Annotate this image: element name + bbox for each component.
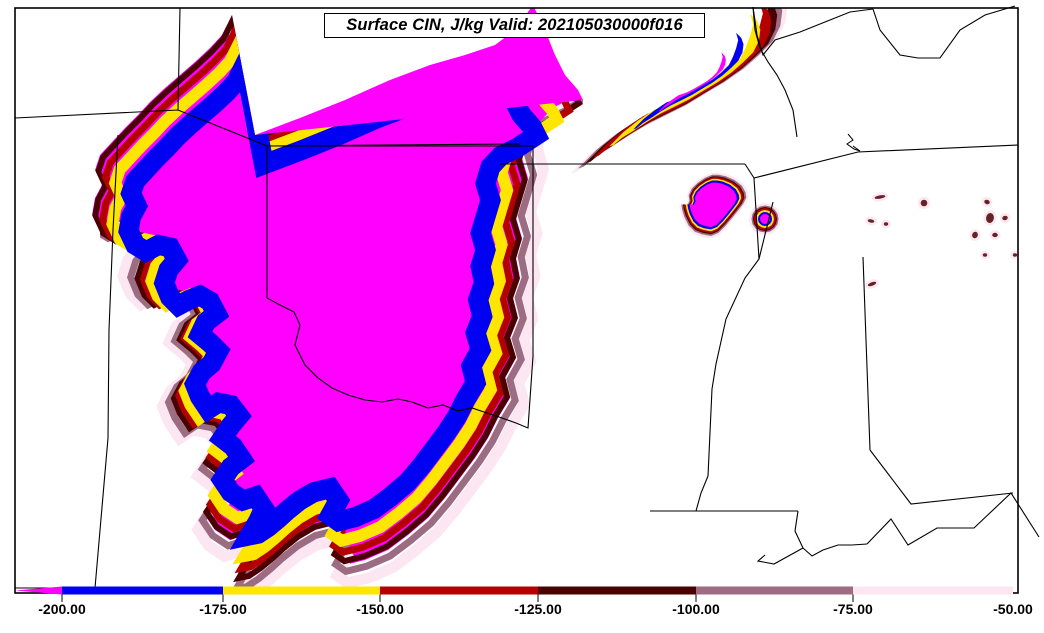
svg-text:-100.00: -100.00 <box>672 601 720 617</box>
svg-text:-75.00: -75.00 <box>833 601 873 617</box>
svg-text:-175.00: -175.00 <box>199 601 247 617</box>
svg-text:-200.00: -200.00 <box>38 601 86 617</box>
svg-text:-125.00: -125.00 <box>514 601 562 617</box>
svg-text:-150.00: -150.00 <box>356 601 404 617</box>
svg-text:-50.00: -50.00 <box>993 601 1033 617</box>
